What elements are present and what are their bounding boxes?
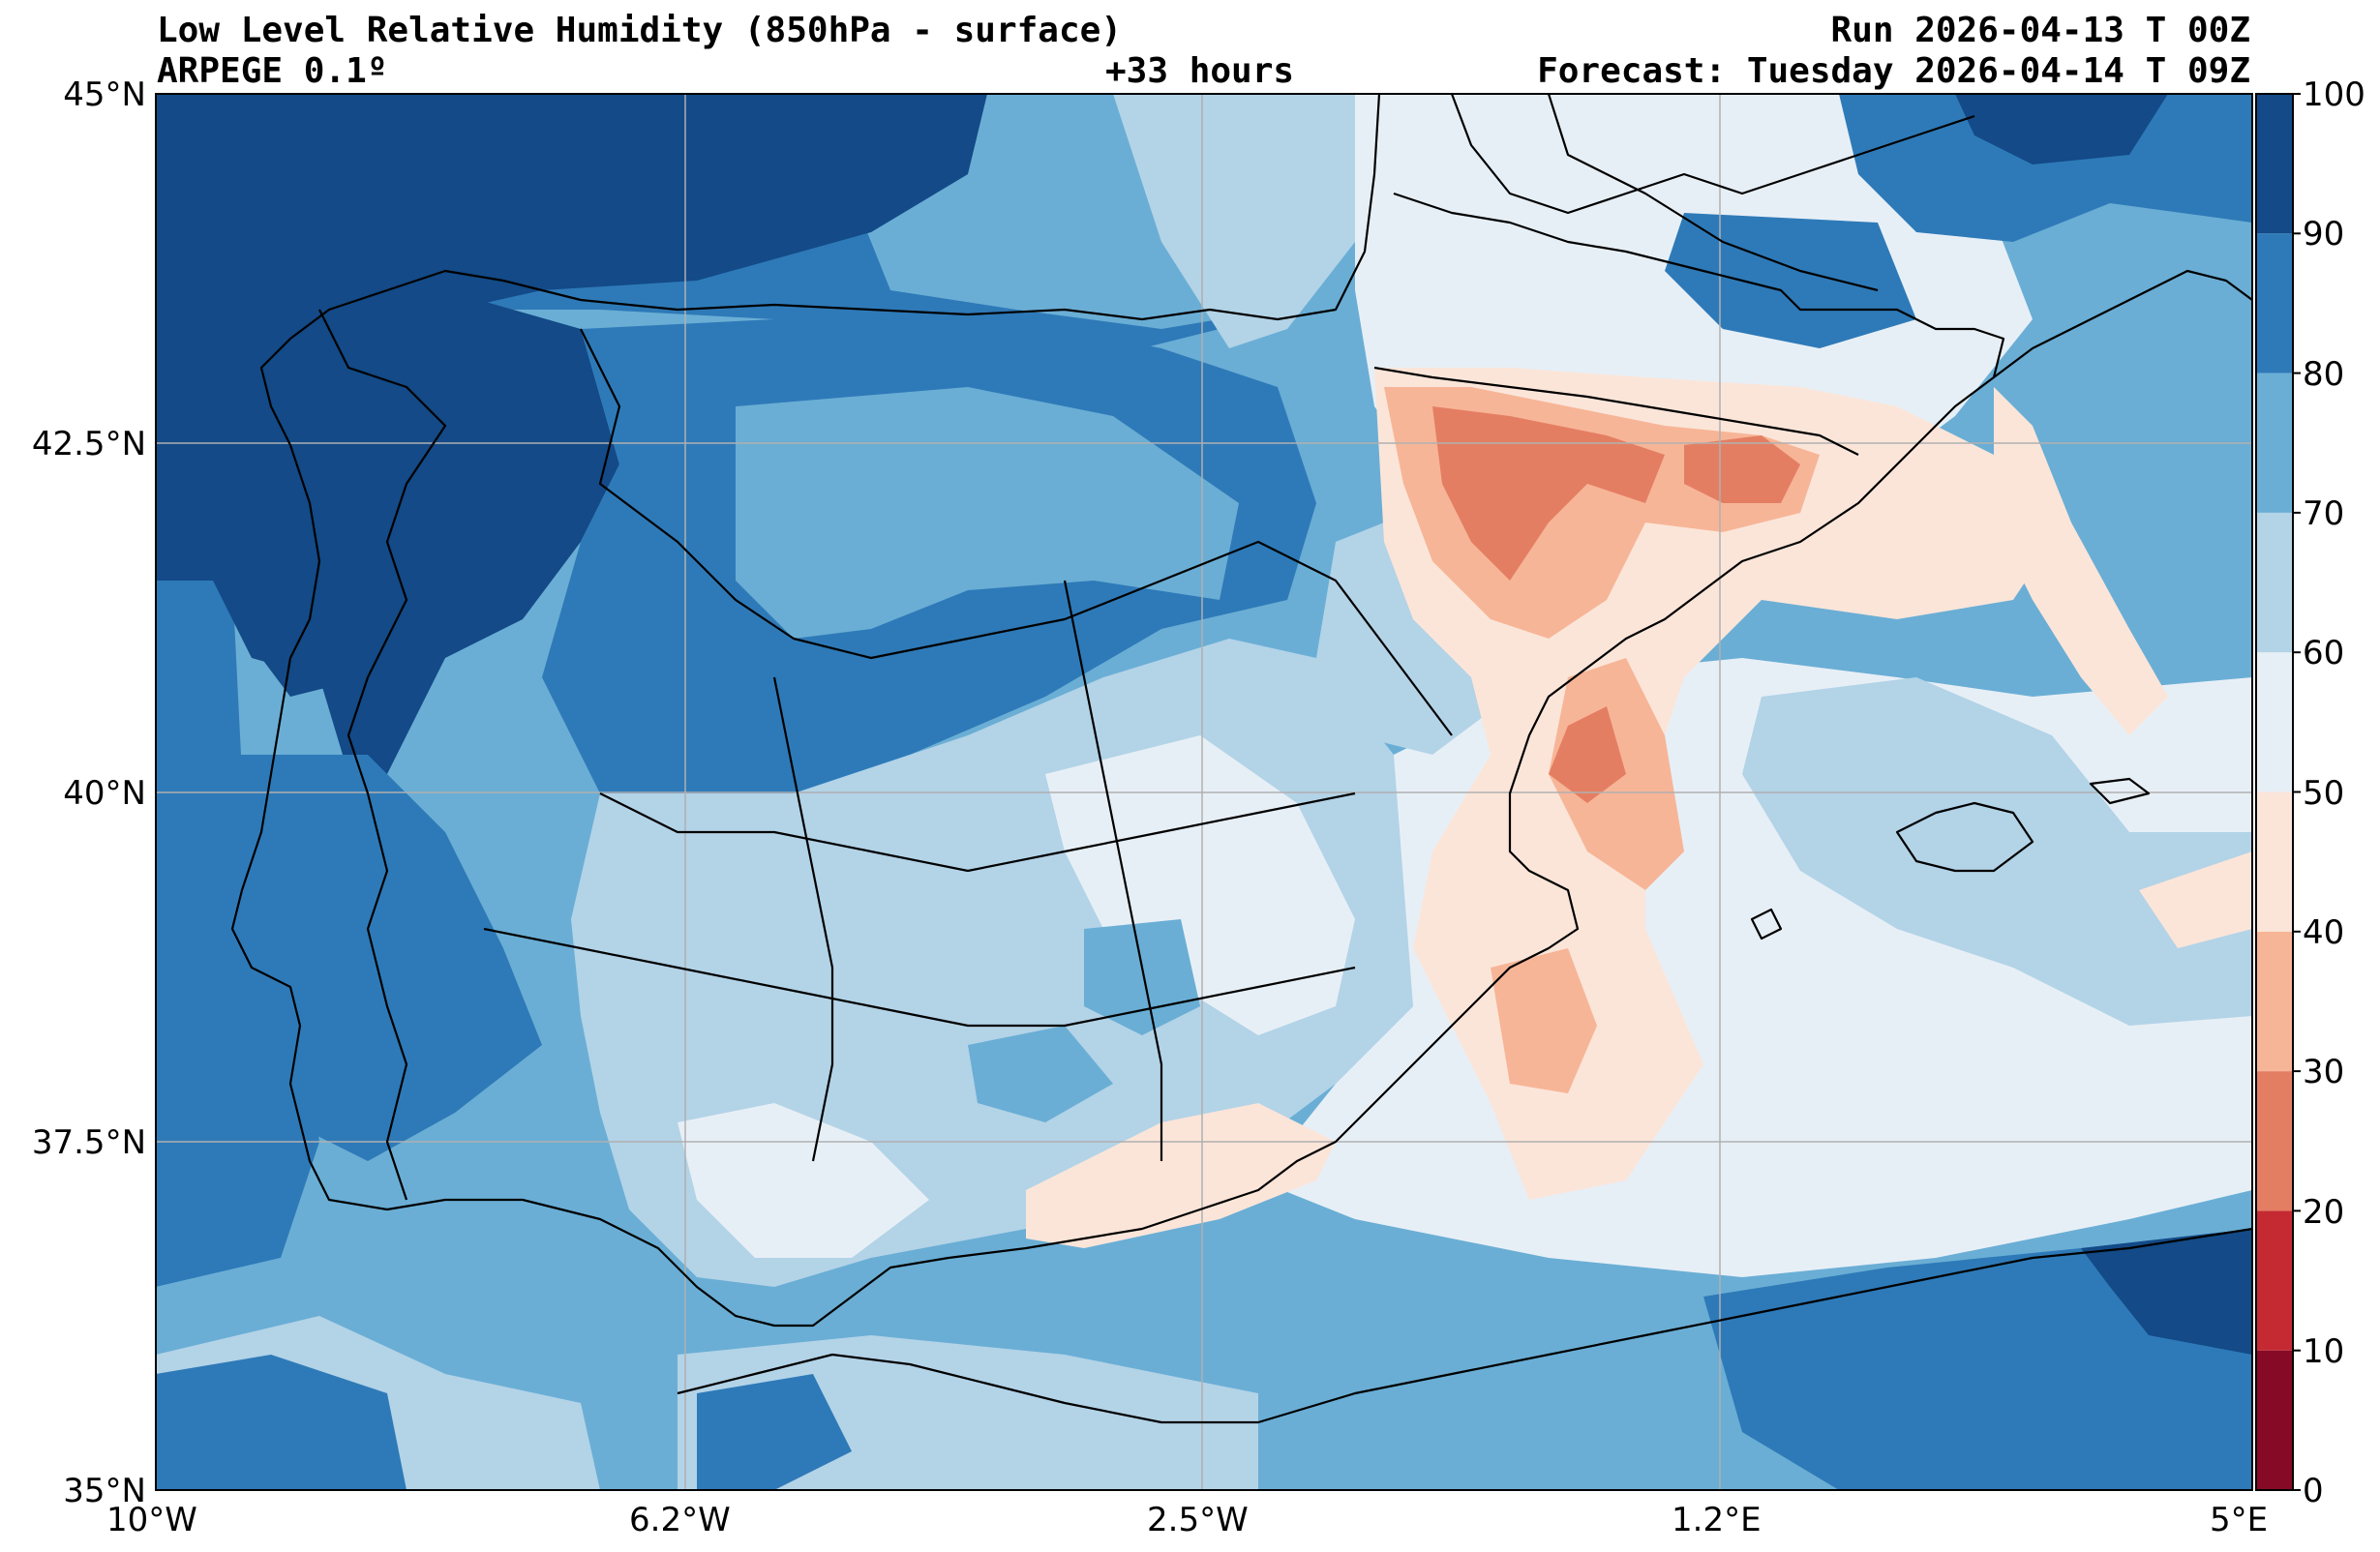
murcia-dry	[1491, 948, 1597, 1093]
iberia-coastline	[230, 94, 2005, 1328]
interior-region-border	[1063, 580, 1163, 1161]
colorbar-label: 30	[2303, 1053, 2345, 1091]
colorbar-segment	[2256, 1210, 2293, 1351]
colorbar-label: 20	[2303, 1193, 2345, 1232]
valencia-very-dry	[1549, 706, 1626, 803]
colorbar	[2255, 93, 2301, 1491]
colorbar-label: 40	[2303, 913, 2345, 952]
colorbar-segment	[2256, 94, 2293, 234]
ibiza-coastline	[1750, 908, 1783, 940]
portugal-coastal-humid	[232, 755, 542, 1161]
mallorca-coastline	[1895, 801, 2034, 873]
biscay-light-band	[1113, 94, 1374, 348]
lon-label-6-2w: 6.2°W	[629, 1501, 731, 1539]
colorbar-segment	[2256, 1071, 2293, 1211]
east-coast-low-patch	[2139, 851, 2252, 948]
colorbar-segment	[2256, 652, 2293, 792]
colorbar-label: 60	[2303, 634, 2345, 672]
colorbar-label: 90	[2303, 215, 2345, 254]
france-south-humid	[1665, 213, 1916, 348]
france-region-border	[1547, 94, 1879, 292]
interior-region-border	[483, 927, 1356, 1028]
atlantic-southwest-patch	[156, 1355, 407, 1490]
morocco-humid-patch	[697, 1374, 852, 1490]
aragon-very-dry	[1432, 406, 1665, 581]
galicia-very-humid	[156, 290, 619, 774]
france-med-coastline	[1993, 269, 2252, 378]
lon-label-1-2e: 1.2°E	[1672, 1501, 1762, 1539]
lead-time-label: +33 hours	[1105, 51, 1295, 91]
colorbar-segment	[2256, 373, 2293, 513]
coastlines	[230, 94, 2252, 1424]
castilla-patch	[1084, 919, 1200, 1035]
interior-region-border	[599, 791, 1356, 873]
lat-label-35: 35°N	[63, 1472, 146, 1510]
forecast-label: Forecast: Tuesday 2026-04-14 T 09Z	[1537, 51, 2250, 91]
colorbar-label: 80	[2303, 355, 2345, 394]
colorbar-segment	[2256, 791, 2293, 932]
colorbar-label: 0	[2303, 1472, 2324, 1510]
lon-label-10w: 10°W	[106, 1501, 197, 1539]
colorbar-label: 50	[2303, 774, 2345, 813]
menorca-coastline	[2089, 777, 2151, 805]
balearic-moderate	[1742, 677, 2252, 1026]
map-frame	[155, 93, 2253, 1491]
north-africa-coastline	[677, 1227, 2252, 1424]
france-region-border	[1450, 94, 1975, 215]
lon-label-2-5w: 2.5°W	[1147, 1501, 1249, 1539]
alboran-low	[1026, 1103, 1336, 1248]
lat-label-42-5: 42.5°N	[31, 425, 146, 463]
spain-france-border	[1373, 366, 1859, 456]
colorbar-segment	[2256, 1350, 2293, 1490]
north-africa-humid	[1703, 1229, 2252, 1490]
gridlines	[156, 94, 2252, 1490]
meseta-moderate	[736, 387, 1239, 639]
andalusia-patch	[968, 1026, 1113, 1122]
interior-region-border	[772, 676, 834, 1162]
colorbar-segment	[2256, 233, 2293, 373]
interior-region-border	[580, 328, 1453, 736]
run-label: Run 2026-04-13 T 00Z	[1830, 11, 2250, 50]
portugal-spain-border	[318, 309, 447, 1201]
colorbar-segment	[2256, 512, 2293, 653]
model-label: ARPEGE 0.1º	[157, 51, 388, 91]
la-mancha-dry	[1045, 735, 1355, 1035]
map-title: Low Level Relative Humidity (850hPa - su…	[157, 11, 1122, 50]
colorbar-label: 70	[2303, 494, 2345, 533]
alps-humid	[1839, 94, 2252, 242]
lat-label-40: 40°N	[63, 774, 146, 813]
east-mediterranean-low	[1994, 387, 2168, 735]
lon-label-5e: 5°E	[2210, 1501, 2269, 1539]
catalonia-very-dry	[1684, 435, 1800, 503]
colorbar-label: 10	[2303, 1332, 2345, 1371]
lat-label-45: 45°N	[63, 75, 146, 114]
north-italy-very-humid	[1955, 94, 2168, 164]
lat-label-37-5: 37.5°N	[31, 1123, 146, 1162]
colorbar-label: 100	[2303, 75, 2365, 114]
colorbar-segment	[2256, 931, 2293, 1072]
algeria-very-humid	[2081, 1229, 2252, 1355]
